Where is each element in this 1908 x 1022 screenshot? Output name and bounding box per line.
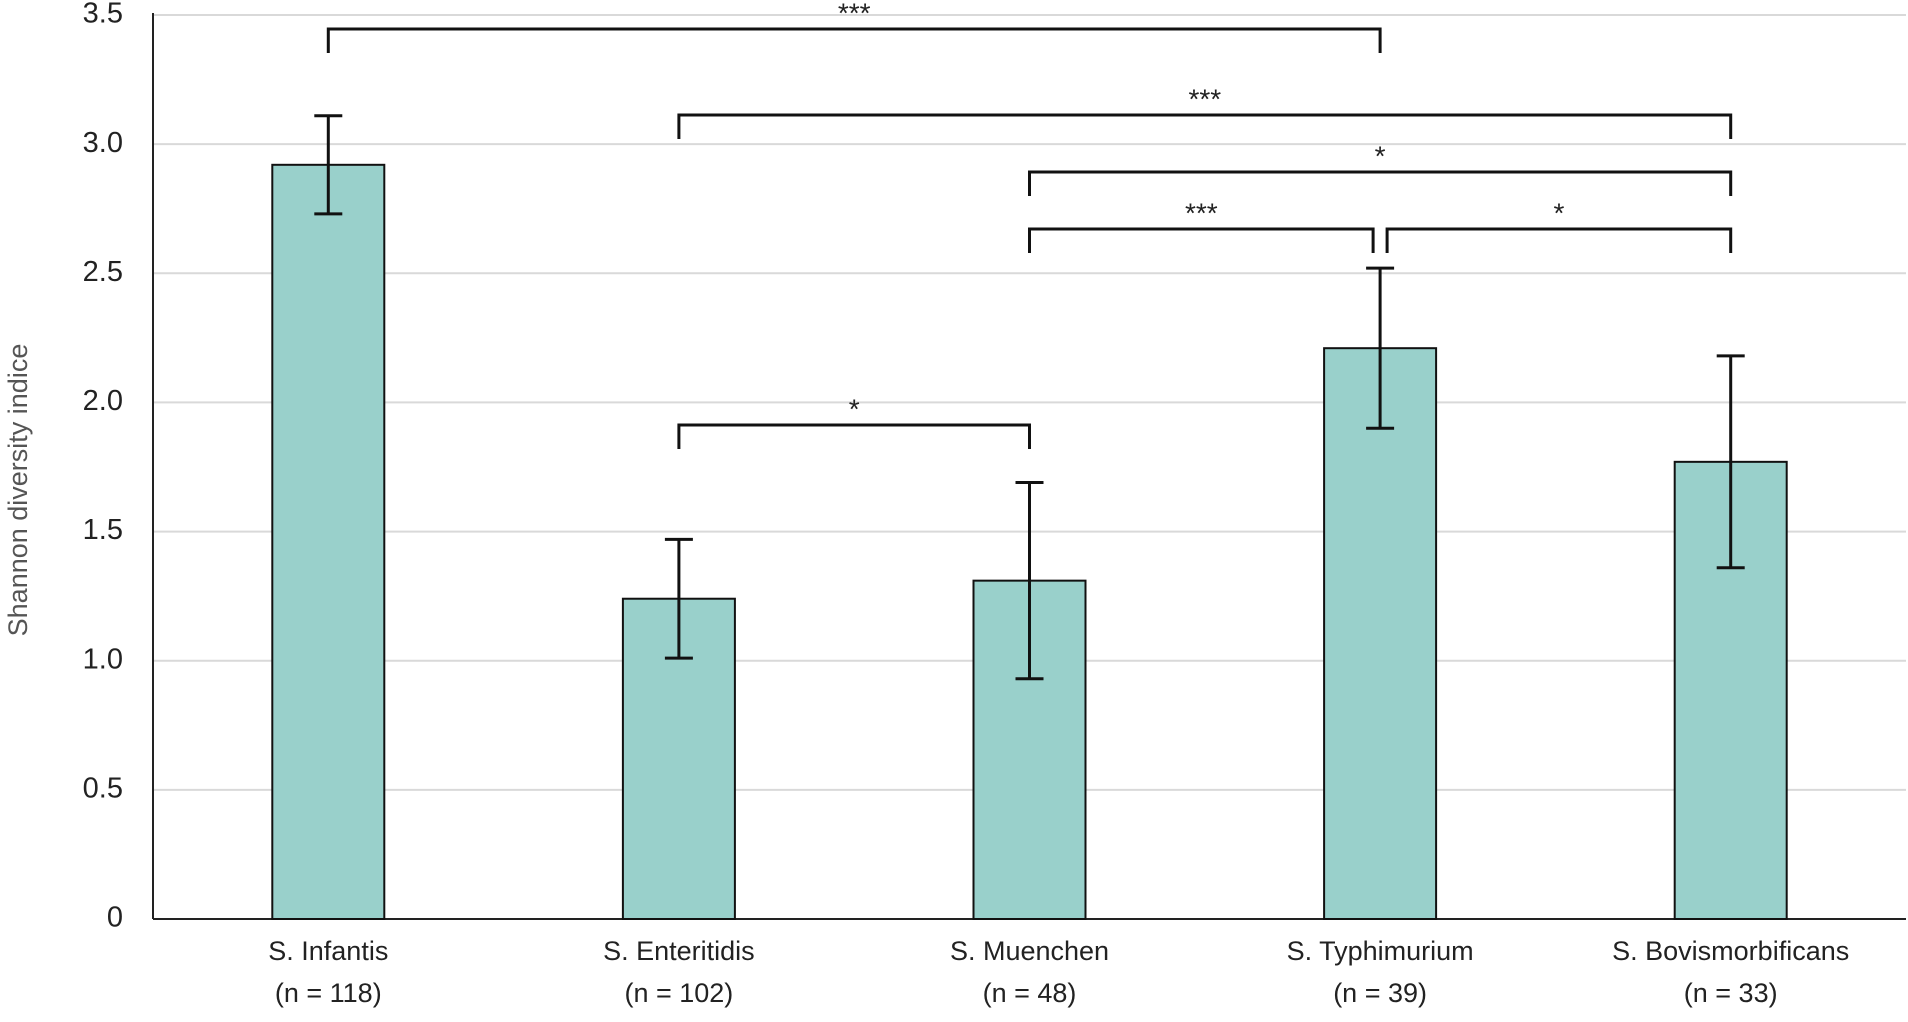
bar [1323, 347, 1438, 920]
significance-label: * [1375, 140, 1386, 171]
significance-label: *** [1188, 83, 1221, 114]
x-tick-note: (n = 48) [983, 978, 1077, 1008]
y-tick-label: 3.0 [83, 127, 123, 159]
x-tick-note: (n = 33) [1684, 978, 1778, 1008]
y-tick-label: 2.0 [83, 385, 123, 417]
y-tick-label: 0.5 [83, 773, 123, 805]
x-tick-note: (n = 118) [275, 978, 382, 1008]
significance-bracket [1385, 227, 1733, 253]
x-tick-label: S. Muenchen [950, 936, 1109, 966]
y-axis-label: Shannon diversity indice [3, 344, 33, 637]
significance-bracket [1028, 170, 1733, 196]
significance-label: * [1553, 197, 1564, 228]
significance-bracket [326, 27, 1382, 53]
x-tick-label: S. Typhimurium [1287, 936, 1474, 966]
y-tick-label: 1.5 [83, 514, 123, 546]
y-tick-label: 0 [107, 902, 123, 934]
significance-label: *** [1185, 197, 1218, 228]
significance-label: *** [838, 0, 871, 28]
x-tick-label: S. Enteritidis [603, 936, 755, 966]
y-tick-label: 2.5 [83, 256, 123, 288]
significance-bracket [677, 113, 1733, 139]
y-tick-label: 1.0 [83, 643, 123, 675]
bar [271, 163, 386, 920]
x-tick-label: S. Bovismorbificans [1612, 936, 1849, 966]
significance-label: * [849, 393, 860, 424]
y-tick-label: 3.5 [83, 0, 123, 30]
significance-bracket [1028, 227, 1375, 253]
x-tick-label: S. Infantis [268, 936, 388, 966]
x-tick-note: (n = 39) [1333, 978, 1427, 1008]
x-tick-note: (n = 102) [624, 978, 733, 1008]
significance-bracket [677, 423, 1031, 449]
